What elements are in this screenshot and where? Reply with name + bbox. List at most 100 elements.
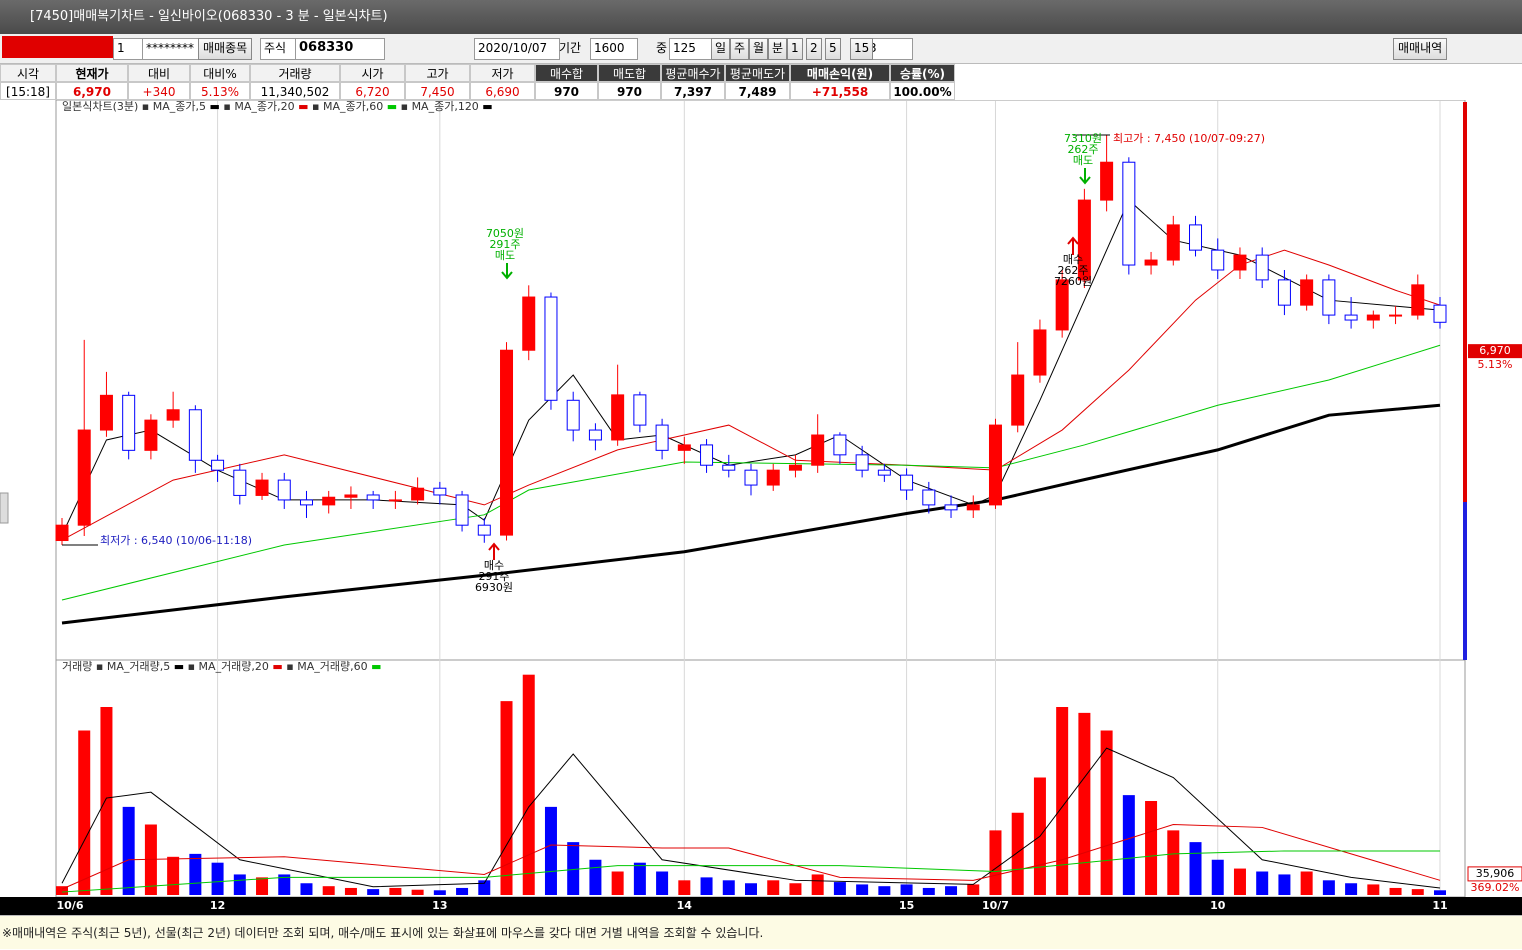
summary-value: +71,558 xyxy=(790,82,890,100)
summary-header: 고가 xyxy=(405,64,470,82)
unit-button[interactable]: 주 xyxy=(730,38,750,60)
unit-button[interactable]: 분 xyxy=(768,38,788,60)
current-price-label: 6,970 xyxy=(1479,344,1511,357)
legend-entry: MA_거래량,60 xyxy=(297,660,367,673)
count[interactable]: 125 xyxy=(669,38,715,60)
summary-value: 970 xyxy=(535,82,598,100)
candle-body xyxy=(255,479,269,496)
candle-body xyxy=(455,494,469,526)
candle-body xyxy=(477,524,491,536)
ma-line xyxy=(61,249,1441,541)
candle-body xyxy=(900,474,914,491)
volume-bar xyxy=(1056,707,1069,895)
buy-annotation: 291주 xyxy=(478,570,509,583)
volume-bar xyxy=(922,887,935,895)
candle-body xyxy=(1189,224,1203,251)
volume-bar xyxy=(56,886,68,895)
buy-annotation: 262주 xyxy=(1057,264,1088,277)
candle-body xyxy=(388,499,402,502)
legend-title: 거래량 xyxy=(62,660,92,673)
pick-button[interactable]: 매매종목 xyxy=(198,38,253,60)
candle-body xyxy=(1011,374,1025,426)
candle-body xyxy=(722,464,736,471)
legend: 일본식차트(3분) ▪ MA_종가,5 ▬ ▪ MA_종가,20 ▬ ▪ MA_… xyxy=(62,100,493,113)
candle-body xyxy=(633,394,647,426)
volume-bar xyxy=(278,874,291,895)
candle-body xyxy=(1255,254,1269,281)
volume-bar xyxy=(1167,830,1180,895)
candle-body xyxy=(233,469,247,496)
summary-value: 100.00% xyxy=(890,82,955,100)
minute-button[interactable]: 15 xyxy=(850,38,874,60)
sell-annotation: 7050원 xyxy=(486,227,524,240)
legend-entry: MA_종가,120 xyxy=(412,100,479,113)
legend-swatch: ▬ xyxy=(269,660,283,673)
code[interactable]: 068330 xyxy=(295,38,385,60)
minute-button[interactable]: 1 xyxy=(787,38,803,60)
minute-button[interactable]: 2 xyxy=(806,38,822,60)
volume-bar xyxy=(544,806,557,895)
volume-bar xyxy=(500,701,513,895)
candle-body xyxy=(966,504,980,511)
candle-body xyxy=(1300,279,1314,306)
summary-header: 시가 xyxy=(340,64,405,82)
candle-body xyxy=(1166,224,1180,261)
candle-body xyxy=(1277,279,1291,306)
candle-body xyxy=(922,489,936,506)
unit-button[interactable]: 일 xyxy=(711,38,731,60)
volume-bar xyxy=(1434,890,1446,895)
legend-swatch: ▬ xyxy=(479,100,493,113)
volume-bar xyxy=(1300,871,1313,895)
legend-sep: ▪ xyxy=(309,100,323,113)
history-button[interactable]: 매매내역 xyxy=(1393,38,1448,60)
summary-value: 7,489 xyxy=(725,82,790,100)
x-tick-label: 11 xyxy=(1432,899,1447,912)
status-text: ※매매내역은 주식(최근 5년), 선물(최근 2년) 데이터만 조회 되며, … xyxy=(2,926,764,940)
candle-body xyxy=(122,394,136,451)
side-bar-up xyxy=(1463,102,1467,502)
candle-body xyxy=(566,399,580,431)
candle-body xyxy=(277,479,291,501)
summary-value: 7,397 xyxy=(661,82,725,100)
period-label: 기간 xyxy=(559,41,582,55)
unit-button[interactable]: 월 xyxy=(749,38,769,60)
volume-last-box xyxy=(1467,866,1522,882)
volume-bar xyxy=(789,883,802,895)
mid-label: 중 xyxy=(656,41,668,55)
candle-body xyxy=(411,487,425,501)
candle-body xyxy=(500,349,514,536)
date[interactable]: 2020/10/07 xyxy=(474,38,560,60)
side-toggle[interactable] xyxy=(0,492,9,524)
buy-annotation: 매수 xyxy=(1063,253,1083,266)
title-bar: [7450]매매복기차트 - 일신바이오(068330 - 3 분 - 일본식차… xyxy=(0,0,1522,34)
volume-bar xyxy=(344,887,357,895)
trade-arrow-head xyxy=(1067,236,1079,245)
period[interactable]: 1600 xyxy=(590,38,638,60)
candle-body xyxy=(855,454,869,471)
legend-sep: ▪ xyxy=(92,660,106,673)
candle-body xyxy=(166,409,180,421)
account-mask xyxy=(2,36,113,58)
legend-sep: ▪ xyxy=(220,100,234,113)
buy-annotation: 7260원 xyxy=(1054,275,1092,288)
volume-bar xyxy=(300,883,313,895)
buy-annotation: 매수 xyxy=(484,559,504,572)
volume-bar xyxy=(256,877,269,895)
volume-bar xyxy=(900,884,913,895)
summary-header: 대비 xyxy=(128,64,190,82)
legend-sep: ▪ xyxy=(397,100,411,113)
volume-bar xyxy=(1145,801,1158,895)
candle-body xyxy=(522,296,536,351)
password[interactable]: ******** xyxy=(142,38,204,60)
legend-entry: MA_거래량,5 xyxy=(107,660,170,673)
summary-value: 970 xyxy=(598,82,661,100)
side-bar-down xyxy=(1463,502,1467,660)
sell-annotation: 7310원 xyxy=(1064,132,1102,145)
candle-body xyxy=(788,464,802,471)
volume-bar xyxy=(833,882,846,895)
candle-body xyxy=(588,429,602,441)
candle-body xyxy=(677,444,691,451)
buy-annotation: 6930원 xyxy=(475,581,513,594)
minute-button[interactable]: 5 xyxy=(825,38,841,60)
